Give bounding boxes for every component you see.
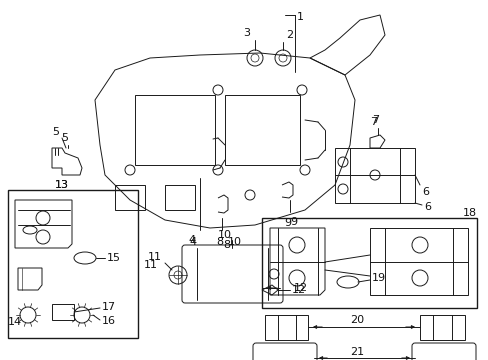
Text: 8: 8 bbox=[223, 240, 230, 250]
Bar bbox=[334, 148, 414, 203]
Text: 18: 18 bbox=[462, 208, 476, 218]
Text: 19: 19 bbox=[371, 273, 386, 283]
Text: 7: 7 bbox=[370, 117, 377, 127]
Text: 1: 1 bbox=[296, 12, 304, 22]
Text: 11: 11 bbox=[143, 260, 158, 270]
Text: 9: 9 bbox=[284, 218, 291, 228]
Text: 14: 14 bbox=[8, 317, 22, 327]
Text: 6: 6 bbox=[421, 187, 428, 197]
Text: 15: 15 bbox=[107, 253, 121, 263]
Bar bbox=[262, 218, 476, 308]
Text: 5: 5 bbox=[52, 127, 60, 137]
Text: 13: 13 bbox=[55, 180, 69, 190]
Text: 10: 10 bbox=[227, 237, 242, 247]
Text: 21: 21 bbox=[349, 347, 364, 357]
Text: 7: 7 bbox=[372, 115, 379, 125]
Text: 6: 6 bbox=[423, 202, 430, 212]
Text: 2: 2 bbox=[285, 30, 292, 40]
Text: 4: 4 bbox=[188, 235, 195, 245]
Text: 16: 16 bbox=[102, 316, 116, 326]
Text: 9: 9 bbox=[289, 217, 297, 227]
Bar bbox=[8, 190, 138, 338]
Text: 8: 8 bbox=[216, 237, 223, 247]
Text: 20: 20 bbox=[349, 315, 364, 325]
Text: 17: 17 bbox=[102, 302, 116, 312]
Text: 4: 4 bbox=[189, 237, 196, 247]
Text: 11: 11 bbox=[148, 252, 162, 262]
Text: 13: 13 bbox=[55, 180, 69, 190]
Bar bbox=[52, 304, 74, 320]
Text: 10: 10 bbox=[218, 230, 231, 240]
Text: 5: 5 bbox=[61, 133, 68, 143]
Text: 3: 3 bbox=[243, 28, 250, 38]
Text: 12: 12 bbox=[293, 283, 307, 293]
Text: 12: 12 bbox=[291, 285, 305, 295]
